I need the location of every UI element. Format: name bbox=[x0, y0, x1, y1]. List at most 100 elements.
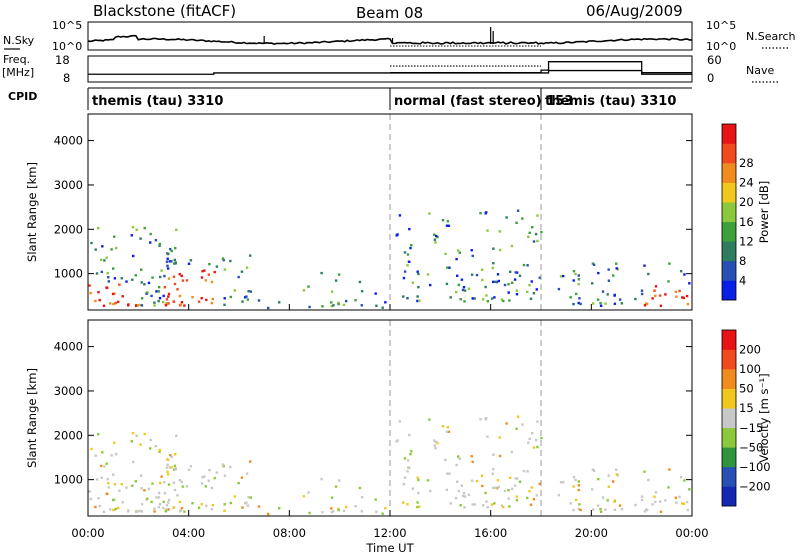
scatter-cell bbox=[396, 233, 399, 236]
scatter-cell bbox=[245, 472, 249, 475]
scatter-cell bbox=[444, 252, 447, 256]
scatter-cell bbox=[528, 490, 531, 493]
scatter-cell bbox=[229, 295, 232, 299]
scatter-cell bbox=[448, 266, 451, 269]
scatter-cell bbox=[460, 484, 464, 487]
scatter-cell bbox=[164, 304, 168, 307]
scatter-cell bbox=[532, 498, 536, 501]
scatter-cell bbox=[410, 244, 413, 247]
scatter-cell bbox=[416, 299, 419, 303]
scatter-cell bbox=[308, 511, 311, 515]
scatter-cell bbox=[473, 297, 476, 300]
scatter-cell bbox=[607, 474, 610, 477]
scatter-cell bbox=[320, 477, 323, 481]
scatter-cell bbox=[360, 290, 364, 293]
scatter-cell bbox=[511, 487, 514, 490]
scatter-cell bbox=[515, 427, 518, 430]
scatter-cell bbox=[467, 287, 471, 290]
scatter-cell bbox=[210, 507, 213, 511]
scatter-cell bbox=[302, 495, 306, 498]
scatter-cell bbox=[131, 431, 135, 435]
scatter-cell bbox=[651, 503, 654, 506]
time-axis: 00:00 04:00 08:00 12:00 16:00 20:00 00:00 bbox=[71, 304, 709, 540]
scatter-cell bbox=[176, 494, 179, 497]
scatter-cell bbox=[490, 297, 494, 300]
scatter-cell bbox=[408, 260, 411, 263]
scatter-cell bbox=[674, 496, 677, 499]
scatter-cell bbox=[98, 504, 101, 508]
scatter-cell bbox=[166, 473, 170, 476]
scatter-cell bbox=[131, 484, 134, 487]
y-tick-label: 4000 bbox=[54, 134, 83, 148]
scatter-cell bbox=[132, 460, 135, 464]
scatter-cell bbox=[203, 269, 206, 272]
scatter-cell bbox=[178, 273, 181, 276]
scatter-cell bbox=[143, 226, 146, 230]
scatter-cell bbox=[572, 279, 575, 282]
scatter-cell bbox=[510, 244, 514, 248]
scatter-cell bbox=[507, 489, 510, 492]
scatter-cell bbox=[200, 297, 203, 300]
scatter-cell bbox=[503, 283, 507, 287]
scatter-cell bbox=[187, 262, 191, 265]
scatter-cell bbox=[515, 495, 518, 498]
scatter-cell bbox=[114, 301, 117, 305]
velocity-swatch bbox=[722, 408, 736, 429]
scatter-cell bbox=[130, 234, 133, 237]
scatter-cell bbox=[215, 471, 219, 474]
scatter-cell bbox=[467, 493, 471, 496]
scatter-cell bbox=[640, 495, 644, 498]
scatter-cell bbox=[534, 232, 538, 236]
scatter-cell bbox=[526, 496, 529, 500]
scatter-cell bbox=[111, 292, 115, 296]
scatter-cell bbox=[668, 468, 671, 471]
scatter-cell bbox=[532, 292, 536, 295]
scatter-cell bbox=[484, 212, 487, 215]
scatter-cell bbox=[496, 273, 500, 276]
scatter-cell bbox=[302, 289, 306, 292]
scatter-cell bbox=[89, 291, 92, 295]
power-swatch bbox=[722, 221, 736, 242]
scatter-cell bbox=[408, 433, 411, 437]
scatter-cell bbox=[149, 241, 152, 244]
scatter-cell bbox=[94, 299, 97, 303]
scatter-cell bbox=[403, 476, 407, 479]
scatter-cell bbox=[165, 298, 169, 301]
scatter-cell bbox=[162, 506, 165, 510]
nsearch-label: N.Search bbox=[746, 30, 796, 43]
scatter-cell bbox=[562, 274, 565, 278]
scatter-cell bbox=[157, 290, 161, 293]
scatter-cell bbox=[667, 486, 670, 489]
scatter-cell bbox=[500, 504, 504, 507]
scatter-cell bbox=[200, 503, 203, 506]
scatter-cell bbox=[406, 470, 409, 473]
scatter-cell bbox=[411, 281, 414, 284]
scatter-cell bbox=[678, 289, 681, 293]
scatter-cell bbox=[149, 438, 152, 442]
power-colorbar-tick: 24 bbox=[739, 176, 754, 190]
scatter-cell bbox=[172, 506, 175, 509]
scatter-cell bbox=[455, 463, 458, 467]
scatter-cell bbox=[88, 284, 91, 287]
scatter-cell bbox=[685, 500, 689, 504]
scatter-cell bbox=[505, 422, 508, 425]
scatter-cell bbox=[596, 298, 600, 301]
scatter-cell bbox=[682, 502, 685, 506]
scatter-cell bbox=[640, 498, 644, 502]
scatter-cell bbox=[531, 226, 534, 229]
scatter-cell bbox=[140, 281, 143, 284]
scatter-cell bbox=[681, 502, 684, 505]
scatter-cell bbox=[574, 478, 577, 482]
scatter-cell bbox=[406, 459, 410, 462]
scatter-cell bbox=[634, 297, 637, 301]
scatter-cell bbox=[664, 499, 667, 502]
scatter-cell bbox=[191, 296, 194, 299]
scatter-cell bbox=[491, 266, 494, 270]
scatter-cell bbox=[112, 473, 115, 476]
scatter-cell bbox=[381, 306, 384, 309]
scatter-cell bbox=[204, 485, 207, 488]
scatter-cell bbox=[207, 273, 210, 276]
scatter-cell bbox=[334, 485, 338, 488]
scatter-cell bbox=[205, 298, 208, 302]
scatter-cell bbox=[530, 486, 533, 489]
